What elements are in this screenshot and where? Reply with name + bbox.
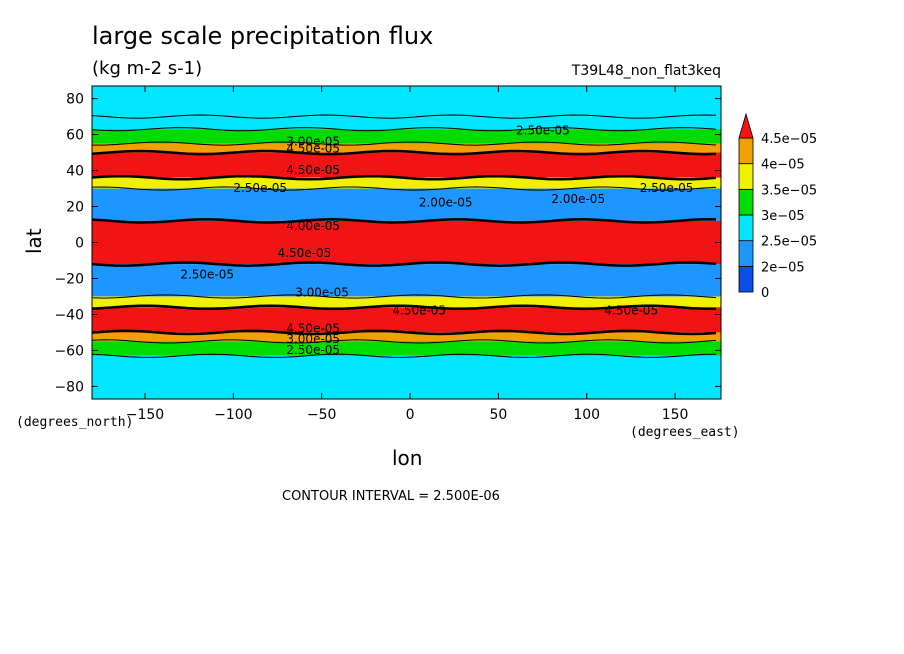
contour-label: 4.50e-05 [286, 321, 340, 335]
y-unit-label: (degrees_north) [16, 415, 134, 430]
contour-line [92, 339, 717, 344]
chart-units: (kg m-2 s-1) [92, 58, 203, 79]
colorbar-extend-arrow [738, 112, 754, 139]
y-tick-label: −80 [54, 379, 84, 395]
y-tick-label: 20 [66, 200, 84, 216]
lat-band [92, 332, 721, 342]
x-tick-label: 100 [573, 407, 600, 423]
lat-band [92, 355, 721, 399]
colorbar-label: 2.5e−05 [761, 235, 817, 250]
contour-label: 4.50e-05 [286, 163, 340, 177]
lat-band [92, 341, 721, 356]
x-unit-label: (degrees_east) [630, 425, 740, 440]
colorbar-label: 2e−05 [761, 260, 805, 275]
colorbar-segment [738, 137, 754, 165]
contour-label: 4.50e-05 [286, 142, 340, 156]
contour-line [92, 353, 717, 358]
colorbar-segment [738, 188, 754, 216]
contour-line [92, 141, 717, 146]
contour-label: 4.00e-05 [286, 219, 340, 233]
y-tick-label: 40 [66, 164, 84, 180]
contour-label: 2.50e-05 [233, 181, 287, 195]
contour-line [92, 218, 717, 224]
lat-band [92, 220, 721, 265]
colorbar-label: 0 [761, 286, 769, 301]
contour-label: 2.50e-05 [640, 181, 694, 195]
x-tick-label: −100 [214, 407, 252, 423]
contour-label: 3.00e-05 [295, 285, 349, 299]
y-tick-label: −60 [54, 343, 84, 359]
contour-line [92, 114, 717, 119]
lat-band [92, 188, 721, 221]
lat-band [92, 177, 721, 189]
x-axis-label: lon [392, 446, 423, 470]
colorbar-label: 3e−05 [761, 209, 805, 224]
contour-label: 4.50e-05 [278, 246, 332, 260]
x-tick-label: 50 [489, 407, 507, 423]
contour-line [92, 329, 717, 336]
lat-band [92, 152, 721, 178]
run-id-label: T39L48_non_flat3keq [571, 63, 721, 79]
lat-band [92, 116, 721, 130]
contour-label: 2.50e-05 [286, 343, 340, 357]
contour-line [92, 127, 717, 132]
x-tick-label: 0 [406, 407, 415, 423]
x-tick-label: −50 [307, 407, 337, 423]
y-tick-label: −40 [54, 307, 84, 323]
lat-band [92, 296, 721, 308]
contour-label: 4.50e-05 [604, 303, 658, 317]
x-tick-label: −150 [126, 407, 164, 423]
contour-line [92, 174, 717, 181]
colorbar-segment [738, 240, 754, 267]
contour-line [92, 294, 717, 299]
contour-label: 2.50e-05 [516, 124, 570, 138]
lat-band [92, 307, 721, 333]
contour-label: 4.50e-05 [392, 303, 446, 317]
contour-label: 2.50e-05 [180, 267, 234, 281]
chart-title: large scale precipitation flux [92, 22, 434, 50]
y-tick-label: 0 [75, 236, 84, 252]
colorbar-label: 3.5e−05 [761, 183, 817, 198]
contour-line [92, 261, 717, 267]
colorbar-segment [738, 163, 754, 190]
y-axis-label: lat [22, 228, 46, 254]
y-tick-label: 60 [66, 128, 84, 144]
contour-label: 2.00e-05 [419, 196, 473, 210]
contour-line [92, 149, 717, 156]
contour-label: 3.00e-05 [286, 332, 340, 346]
lat-band [92, 264, 721, 297]
lat-band [92, 86, 721, 117]
lat-band [92, 143, 721, 153]
colorbar-label: 4.5e−05 [761, 132, 817, 147]
colorbar-label: 4e−05 [761, 158, 805, 173]
colorbar-segment [738, 265, 754, 293]
contour-line [92, 186, 717, 191]
y-tick-label: −20 [54, 271, 84, 287]
contour-line [92, 304, 716, 311]
lat-band [92, 129, 721, 144]
contour-label: 2.00e-05 [551, 192, 605, 206]
y-tick-label: 80 [66, 92, 84, 108]
contour-label: 3.00e-05 [286, 134, 340, 148]
contour-interval-note: CONTOUR INTERVAL = 2.500E-06 [282, 489, 500, 504]
colorbar-segment [738, 214, 754, 242]
x-tick-label: 150 [662, 407, 689, 423]
